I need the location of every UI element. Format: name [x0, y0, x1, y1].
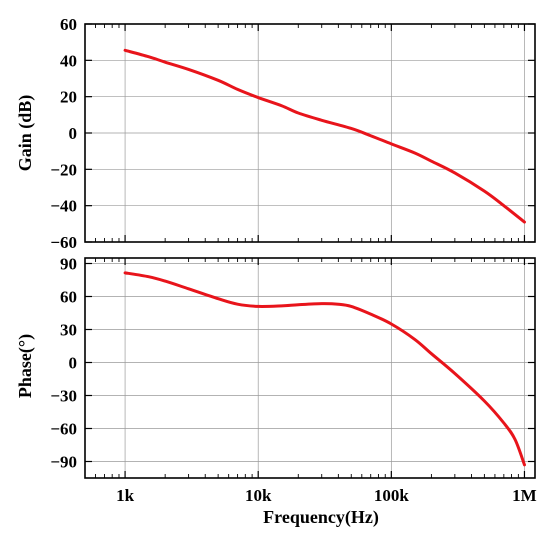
phase-y-tick-label: −90 [50, 453, 77, 472]
x-tick-label: 10k [245, 486, 272, 505]
gain-y-axis-label: Gain (dB) [15, 95, 36, 172]
phase-y-tick-labels: −90 −60 −30 0 30 60 90 [50, 255, 77, 472]
phase-y-tick-label: −60 [50, 420, 77, 439]
gain-y-tick-label: −40 [50, 197, 77, 216]
gain-y-tick-label: 40 [60, 51, 77, 70]
gain-y-tick-label: 60 [60, 15, 77, 34]
gain-series-line [123, 48, 526, 224]
x-tick-label: 1M [512, 486, 537, 505]
gain-ticks [85, 23, 535, 243]
gain-curve-group [123, 48, 526, 224]
phase-series-line [123, 271, 526, 467]
phase-y-axis-label: Phase(°) [15, 334, 36, 398]
phase-y-tick-label: 30 [60, 321, 77, 340]
gain-y-tick-label: 0 [69, 124, 78, 143]
x-tick-label: 100k [374, 486, 410, 505]
gain-y-tick-labels: −60 −40 −20 0 20 40 60 [50, 15, 77, 252]
phase-y-tick-label: −30 [50, 387, 77, 406]
phase-panel: −90 −60 −30 0 30 60 90 1k 10k 100k 1M Phase(°) Fr… [15, 255, 537, 529]
gain-grid [85, 24, 535, 242]
phase-ticks [85, 258, 535, 478]
x-tick-label: 1k [116, 486, 135, 505]
phase-y-tick-label: 60 [60, 288, 77, 307]
phase-y-tick-label: 0 [69, 354, 78, 373]
phase-grid [85, 258, 535, 478]
gain-y-tick-label: −60 [50, 233, 77, 252]
gain-panel: −60 −40 −20 0 20 40 60 Gain (dB) [15, 15, 536, 252]
gain-y-tick-label: 20 [60, 88, 77, 107]
phase-x-tick-labels: 1k 10k 100k 1M [116, 486, 537, 505]
x-axis-label: Frequency(Hz) [263, 507, 379, 528]
gain-y-tick-label: −20 [50, 160, 77, 179]
phase-plot-frame [84, 257, 536, 479]
phase-y-tick-label: 90 [60, 255, 77, 274]
phase-curve-group [123, 271, 526, 467]
